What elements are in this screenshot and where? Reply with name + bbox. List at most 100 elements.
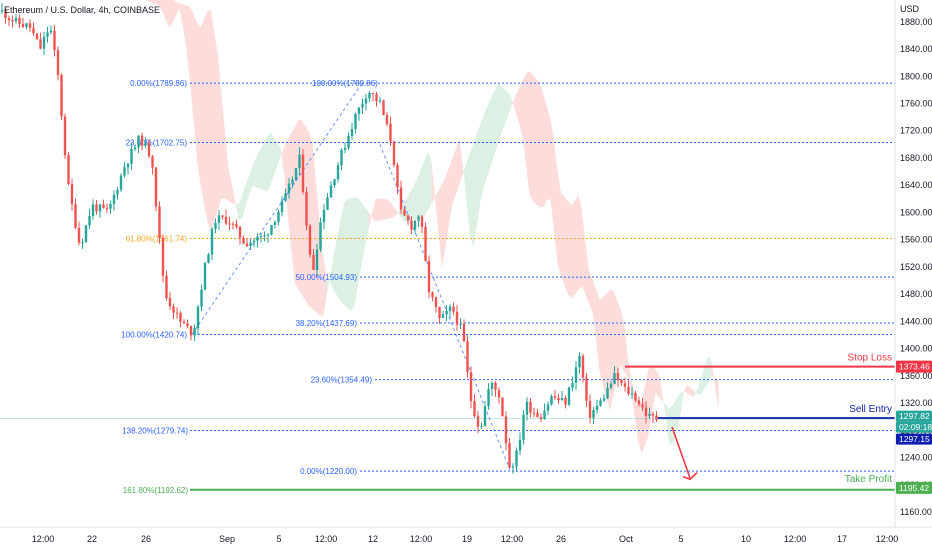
candle-body [574, 367, 578, 383]
last-price-tag: 1297.15 [899, 434, 930, 444]
fib-level-label: 23.60%(1354.49) [311, 376, 373, 385]
candle-body [39, 39, 42, 49]
candle-body [182, 321, 186, 324]
candle-body [109, 203, 112, 209]
symbol-title: Ethereum / U.S. Dollar, 4h, COINBASE [4, 5, 160, 15]
y-tick-label: 1520.00 [900, 262, 932, 272]
candle-body [644, 407, 648, 416]
x-tick-label: 10 [741, 534, 751, 544]
candle-body [420, 216, 424, 227]
candle-body [336, 165, 340, 180]
candle-body [25, 23, 28, 28]
fibonacci-levels: 0.00%(1789.86) 23.60%(1702.75) 61.80%(1561… [121, 79, 895, 495]
candle-body [375, 94, 378, 102]
y-tick-label: 1480.00 [900, 289, 932, 299]
fib-level-label: 61.80%(1561.74) [126, 234, 188, 243]
x-tick-label: 22 [87, 534, 97, 544]
candle-body [616, 373, 620, 380]
candle-body [165, 275, 168, 298]
candle-body [392, 141, 396, 165]
x-tick-label: 12:00 [32, 534, 55, 544]
candle-body [137, 135, 140, 148]
candle-body [539, 417, 543, 420]
close-price-tag-bg [896, 410, 932, 422]
candle-body [480, 426, 483, 428]
candle-body [235, 223, 238, 227]
candle-body [259, 236, 263, 238]
candle-body [42, 36, 46, 49]
y-tick-label: 1840.00 [900, 44, 932, 54]
candle-body [193, 328, 196, 336]
cloud-segment [368, 198, 397, 230]
x-tick-label: 12:00 [410, 534, 433, 544]
candle-body [116, 189, 119, 195]
candle-body [312, 254, 315, 270]
candle-body [623, 383, 627, 387]
candle-body [123, 167, 126, 176]
y-tick-label: 1240.00 [900, 453, 932, 463]
candle-body [35, 33, 39, 40]
candle-body [102, 204, 105, 208]
candle-body [382, 100, 385, 116]
candle-body [81, 242, 84, 244]
candle-body [18, 17, 21, 24]
candle-body [571, 382, 574, 388]
candle-body [466, 341, 469, 373]
y-tick-label: 1400.00 [900, 344, 932, 354]
countdown-tag-bg [896, 421, 932, 433]
candle-body [651, 413, 655, 416]
candle-body [11, 19, 14, 22]
x-tick-label: 17 [837, 534, 847, 544]
fib-level-label: 100.00%(1420.74) [121, 330, 187, 339]
candle-body [532, 412, 536, 414]
candle-body [319, 222, 322, 250]
candle-body [7, 18, 11, 20]
candle-body [560, 397, 564, 401]
x-tick-label: 12 [368, 534, 378, 544]
candle-body [329, 185, 333, 198]
y-tick-label: 1720.00 [900, 126, 932, 136]
candle-body [305, 192, 308, 226]
candle-body [438, 307, 441, 319]
candle-body [298, 154, 301, 169]
y-tick-label: 1760.00 [900, 98, 932, 108]
fib-level-label: 23.60%(1702.75) [126, 138, 188, 147]
y-tick-label: 1160.00 [900, 507, 932, 517]
candle-body [578, 356, 581, 368]
cloud-segment [326, 197, 369, 312]
candle-body [361, 103, 364, 108]
candle-body [231, 223, 235, 225]
candle-body [511, 466, 515, 468]
candle-body [256, 236, 259, 241]
y-tick-label: 1360.00 [900, 371, 932, 381]
candle-body [455, 311, 459, 325]
candle-body [308, 225, 312, 255]
candle-body [70, 184, 74, 204]
fib-level-label: 100.00%(1789.86) [312, 79, 378, 88]
candle-body [270, 225, 273, 235]
candle-body [525, 401, 529, 415]
candle-body [46, 32, 49, 37]
candle-body [63, 116, 67, 156]
candle-body [494, 382, 497, 391]
stop-loss-label: Stop Loss [848, 353, 892, 364]
cloud-segment [281, 119, 327, 317]
candle-body [655, 415, 658, 421]
candle-body [207, 254, 210, 263]
candle-body [263, 235, 266, 237]
stop-loss-price-tag: 1373.46 [899, 362, 930, 372]
candle-body [504, 416, 508, 444]
candle-body [172, 306, 175, 313]
candle-body [273, 221, 277, 226]
candle-body [529, 401, 532, 413]
candle-body [396, 164, 399, 188]
countdown-tag: 02:09:18 [899, 422, 932, 432]
candle-body [210, 229, 214, 255]
candle-body [77, 227, 81, 243]
currency-label: USD [900, 4, 920, 14]
candle-body [567, 387, 571, 405]
candle-body [389, 123, 392, 142]
fib-level-label: 161.80%(1192.62) [123, 486, 189, 495]
candle-body [343, 147, 347, 150]
